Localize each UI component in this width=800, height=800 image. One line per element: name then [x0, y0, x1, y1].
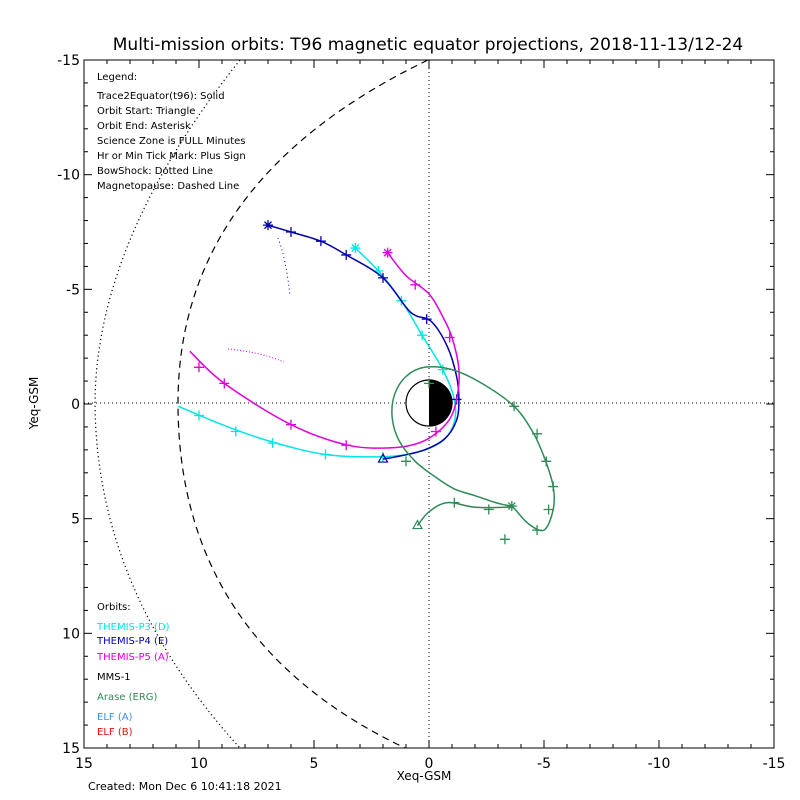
orbit-start-marker	[377, 452, 389, 463]
orbit-tick-mark	[194, 410, 204, 421]
orbit-end-marker	[350, 243, 361, 254]
orbit-tick-mark	[509, 401, 520, 412]
legend-line: Science Zone is FULL Minutes	[97, 136, 246, 147]
legend-line: Orbit Start: Triangle	[97, 106, 195, 117]
orbit-tick-mark	[424, 378, 434, 389]
orbit-tick-mark	[320, 449, 331, 460]
orbit-tick-mark	[421, 314, 432, 325]
axis-ticks: 15 10 5 0 -5 -10 -15 -15 -10 -5 0 5 10 15	[57, 53, 785, 772]
orbit-tick-mark	[410, 279, 421, 290]
legend-entry-themis-p3: THEMIS-P3 (D)	[96, 622, 170, 633]
orbit-tick-mark	[230, 426, 241, 437]
legend-line: Orbit End: Asterisk	[97, 121, 191, 132]
chart-title: Multi-mission orbits: T96 magnetic equat…	[113, 35, 744, 55]
y-tick-label: -15	[57, 53, 80, 69]
orbit-tick-mark	[378, 272, 388, 283]
orbit-series-4	[391, 366, 559, 545]
legend-line: BowShock: Dotted Line	[97, 166, 213, 177]
x-tick-label: -5	[537, 756, 551, 772]
orbit-start-marker	[411, 519, 424, 530]
orbit-tick-mark	[315, 236, 326, 247]
y-tick-label: 0	[71, 397, 80, 413]
legend-entry-mms-1: MMS-1	[97, 672, 131, 683]
orbit-end-marker	[263, 220, 273, 231]
orbit-series-2	[189, 247, 460, 451]
legend-line: Magnetopause: Dashed Line	[97, 181, 239, 192]
x-tick-label: -10	[648, 756, 671, 772]
x-tick-label: -15	[763, 756, 786, 772]
orbit-tick-mark	[541, 456, 552, 467]
orbit-tick-mark	[341, 249, 352, 260]
y-tick-label: 15	[62, 741, 80, 757]
x-tick-label: 15	[75, 756, 93, 772]
orbits-header: Orbits:	[97, 602, 131, 613]
y-tick-label: -10	[57, 168, 80, 184]
legend-header: Legend:	[97, 72, 137, 83]
orbit-tick-mark	[483, 504, 494, 515]
legend-line: Hr or Min Tick Mark: Plus Sign	[97, 151, 246, 162]
x-axis-label: Xeq-GSM	[397, 769, 452, 783]
faint-trace-magenta	[227, 348, 285, 363]
orbit-tick-mark	[532, 428, 543, 439]
legend-line: Trace2Equator(t96): Solid	[96, 91, 225, 102]
y-tick-label: -5	[66, 282, 80, 298]
magnetopause-curve	[177, 59, 429, 749]
legend-entry-elf-a: ELF (A)	[97, 712, 133, 723]
legend-box: Legend: Trace2Equator(t96): Solid Orbit …	[96, 72, 246, 192]
orbit-tick-mark	[219, 378, 230, 389]
orbit-tick-mark	[267, 437, 278, 448]
orbit-series-1	[263, 220, 462, 463]
orbits-legend: Orbits: THEMIS-P3 (D) THEMIS-P4 (E) THEM…	[96, 602, 170, 738]
legend-entry-elf-b: ELF (B)	[97, 727, 133, 738]
orbit-tick-mark	[417, 330, 428, 341]
y-tick-label: 5	[71, 512, 80, 528]
orbit-line	[267, 224, 460, 460]
x-tick-label: 10	[190, 756, 208, 772]
orbit-tick-mark	[548, 481, 559, 492]
x-tick-label: 5	[310, 756, 319, 772]
orbit-tick-mark	[401, 456, 411, 467]
y-axis-label: Yeq-GSM	[27, 377, 41, 431]
orbit-tick-mark	[194, 362, 204, 373]
orbit-tick-mark	[341, 440, 352, 451]
orbit-end-marker	[382, 247, 393, 258]
orbit-tick-mark	[532, 525, 543, 536]
orbit-tick-mark	[499, 534, 510, 545]
created-timestamp: Created: Mon Dec 6 10:41:18 2021	[88, 780, 282, 793]
earth-night-side	[429, 380, 452, 426]
orbit-tick-mark	[543, 504, 554, 515]
orbit-tick-mark	[286, 227, 296, 237]
orbit-tick-mark	[430, 426, 441, 437]
orbit-traces	[178, 220, 559, 545]
orbit-tick-mark	[286, 419, 296, 430]
y-tick-label: 10	[62, 626, 80, 642]
orbit-end-marker	[506, 501, 517, 512]
legend-entry-arase: Arase (ERG)	[97, 692, 158, 703]
legend-entry-themis-p4: THEMIS-P4 (E)	[96, 636, 168, 647]
orbit-tick-mark	[437, 364, 448, 375]
orbit-tick-mark	[449, 497, 460, 508]
legend-entry-themis-p5: THEMIS-P5 (A)	[96, 652, 169, 663]
x-tick-label: 0	[425, 756, 434, 772]
orbit-tick-mark	[444, 332, 455, 343]
